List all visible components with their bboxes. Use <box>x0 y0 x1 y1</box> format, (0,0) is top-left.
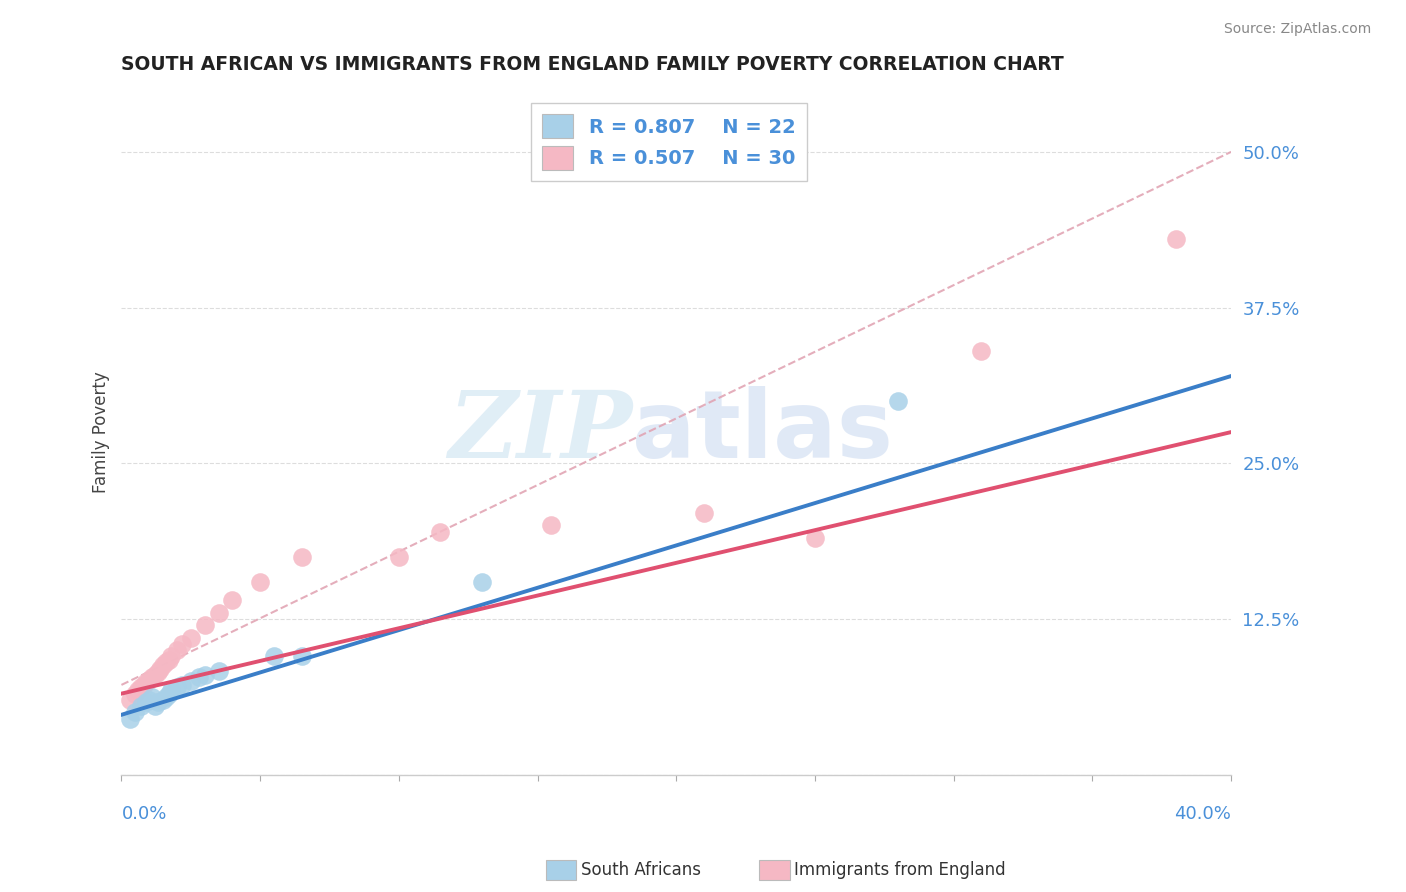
Point <box>146 695 169 709</box>
Text: ZIP: ZIP <box>447 387 631 477</box>
Text: 40.0%: 40.0% <box>1174 805 1232 823</box>
Point <box>132 678 155 692</box>
Point <box>152 657 174 672</box>
Point <box>194 668 217 682</box>
Point <box>693 506 716 520</box>
Point <box>124 687 146 701</box>
Point <box>194 618 217 632</box>
Point <box>118 693 141 707</box>
Point <box>138 693 160 707</box>
Point <box>166 681 188 695</box>
Point <box>540 518 562 533</box>
Point <box>172 637 194 651</box>
Point <box>127 682 149 697</box>
Point <box>143 699 166 714</box>
Text: 0.0%: 0.0% <box>121 805 167 823</box>
Point <box>146 665 169 680</box>
Legend: R = 0.807    N = 22, R = 0.507    N = 30: R = 0.807 N = 22, R = 0.507 N = 30 <box>530 103 807 181</box>
Point <box>141 690 163 705</box>
Point <box>143 668 166 682</box>
Point <box>155 656 177 670</box>
Text: SOUTH AFRICAN VS IMMIGRANTS FROM ENGLAND FAMILY POVERTY CORRELATION CHART: SOUTH AFRICAN VS IMMIGRANTS FROM ENGLAND… <box>121 55 1064 74</box>
Point <box>221 593 243 607</box>
Point <box>152 693 174 707</box>
Point <box>291 549 314 564</box>
Point <box>207 606 229 620</box>
Point <box>118 712 141 726</box>
Point <box>129 681 152 695</box>
Point <box>887 393 910 408</box>
Point <box>180 631 202 645</box>
Point <box>160 682 183 697</box>
Point <box>291 649 314 664</box>
Point <box>207 664 229 678</box>
Point <box>135 675 157 690</box>
Point <box>124 706 146 720</box>
Point <box>1164 232 1187 246</box>
Point <box>166 643 188 657</box>
Text: South Africans: South Africans <box>581 861 700 879</box>
Point <box>157 687 180 701</box>
Point <box>388 549 411 564</box>
Point <box>157 653 180 667</box>
Point <box>141 670 163 684</box>
Point <box>970 344 993 359</box>
Point <box>188 670 211 684</box>
Point <box>129 699 152 714</box>
Point <box>155 690 177 705</box>
Y-axis label: Family Poverty: Family Poverty <box>93 371 110 493</box>
Point <box>180 674 202 689</box>
Point <box>149 662 172 676</box>
Point <box>160 649 183 664</box>
Text: atlas: atlas <box>631 386 893 478</box>
Point <box>135 695 157 709</box>
Point <box>138 673 160 687</box>
Text: Source: ZipAtlas.com: Source: ZipAtlas.com <box>1223 22 1371 37</box>
Point <box>804 531 827 545</box>
Point <box>249 574 271 589</box>
Text: Immigrants from England: Immigrants from England <box>794 861 1007 879</box>
Point <box>471 574 494 589</box>
Point <box>429 524 451 539</box>
Point <box>263 649 285 664</box>
Point <box>172 678 194 692</box>
